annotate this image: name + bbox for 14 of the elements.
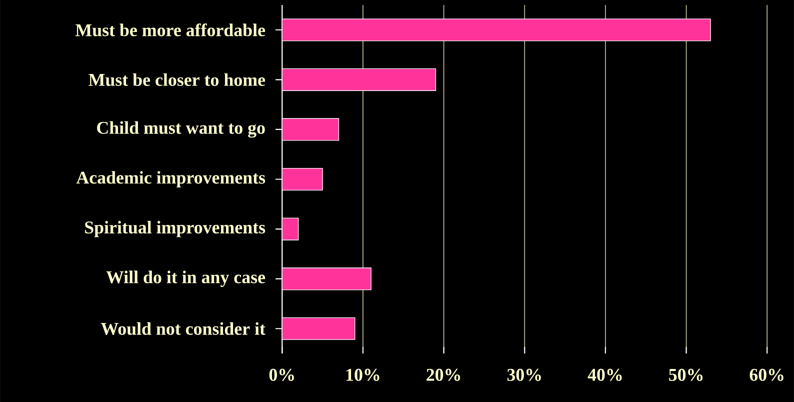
x-tick-label: 10%: [346, 368, 380, 381]
y-tick-label: Spiritual improvements: [85, 220, 266, 238]
x-tick-label: 50%: [669, 368, 703, 381]
x-tick-label: 60%: [750, 368, 784, 381]
x-tick-label: 20%: [426, 368, 460, 381]
y-tick-label: Child must want to go: [97, 121, 265, 138]
x-tick-label: 0%: [269, 368, 294, 381]
y-tick-label: Academic improvements: [76, 170, 266, 188]
x-tick-label: 30%: [507, 368, 541, 381]
x-tick-label: 40%: [588, 368, 622, 381]
y-tick-label: Will do it in any case: [106, 270, 266, 287]
y-tick-label: Would not consider it: [100, 322, 266, 335]
y-tick-label: Must be closer to home: [88, 73, 266, 86]
y-tick-label: Must be more affordable: [75, 23, 266, 36]
